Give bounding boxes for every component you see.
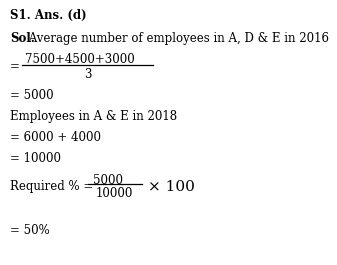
Text: Average number of employees in A, D & E in 2016: Average number of employees in A, D & E … xyxy=(25,32,329,45)
Text: =: = xyxy=(10,60,20,73)
Text: × 100: × 100 xyxy=(148,180,195,194)
Text: = 5000: = 5000 xyxy=(10,89,54,102)
Text: Sol.: Sol. xyxy=(10,32,35,45)
Text: 10000: 10000 xyxy=(96,187,133,200)
Text: 3: 3 xyxy=(84,68,91,81)
Text: S1. Ans. (d): S1. Ans. (d) xyxy=(10,9,87,22)
Text: Required % =: Required % = xyxy=(10,180,93,193)
Text: = 50%: = 50% xyxy=(10,224,50,237)
Text: 5000: 5000 xyxy=(93,174,123,187)
Text: = 6000 + 4000: = 6000 + 4000 xyxy=(10,131,101,144)
Text: Employees in A & E in 2018: Employees in A & E in 2018 xyxy=(10,110,177,123)
Text: 7500+4500+3000: 7500+4500+3000 xyxy=(25,53,135,66)
Text: = 10000: = 10000 xyxy=(10,152,61,165)
